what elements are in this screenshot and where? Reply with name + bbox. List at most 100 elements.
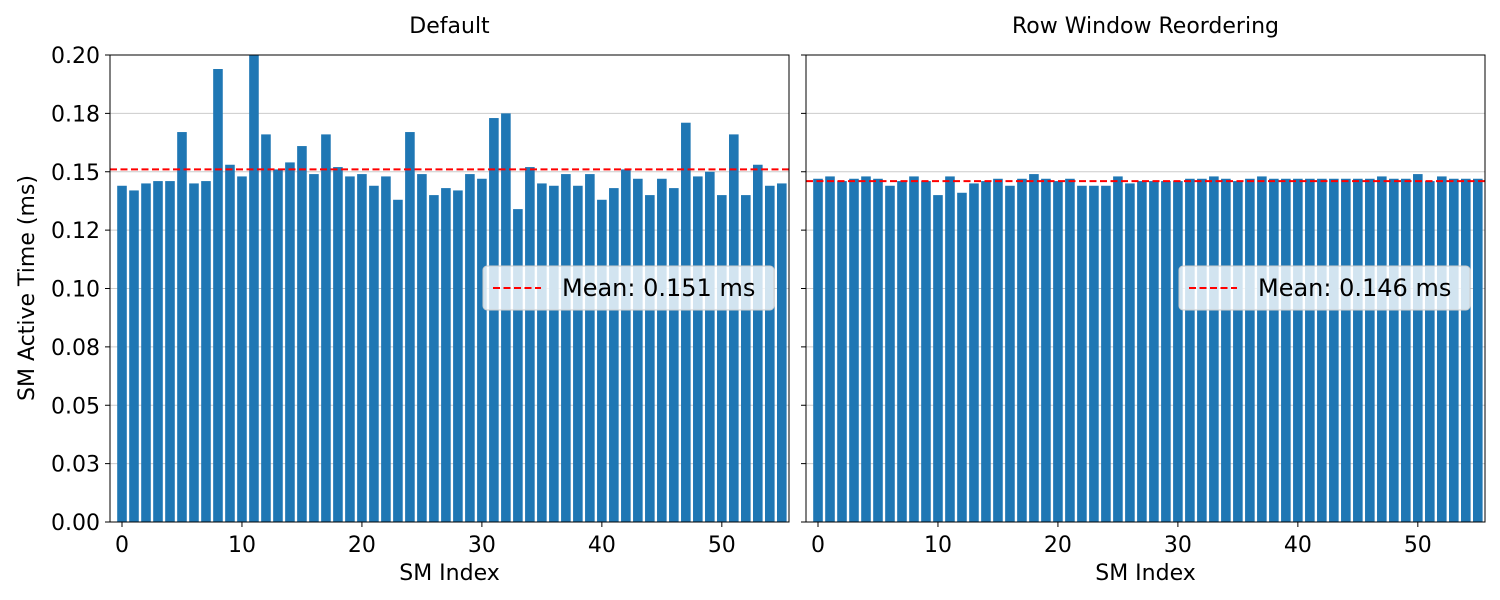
bar: [1185, 178, 1195, 522]
bar: [1149, 181, 1159, 522]
bar: [1377, 176, 1387, 522]
bar: [957, 192, 967, 522]
bar: [1413, 174, 1423, 522]
bar: [945, 176, 955, 522]
bar: [657, 178, 667, 522]
bar: [1113, 176, 1123, 522]
bar: [237, 176, 247, 522]
bar: [969, 183, 979, 522]
y-tick-label: 0.20: [51, 44, 100, 69]
bar: [1437, 176, 1447, 522]
bar: [249, 55, 259, 522]
bar: [117, 185, 127, 522]
bar: [1089, 185, 1099, 522]
x-tick-label: 50: [708, 533, 736, 558]
bar: [345, 176, 355, 522]
bar: [1293, 178, 1303, 522]
y-tick-label: 0.10: [51, 278, 100, 303]
bar: [393, 199, 403, 522]
x-tick-label: 30: [468, 533, 496, 558]
bar: [1461, 178, 1471, 522]
legend-label: Mean: 0.146 ms: [1258, 274, 1451, 302]
x-tick-label: 0: [115, 533, 129, 558]
legend: Mean: 0.151 ms: [482, 265, 775, 311]
bar: [1161, 181, 1171, 522]
bar: [165, 181, 175, 522]
x-axis-label: SM Index: [399, 561, 500, 586]
panel-title: Default: [409, 14, 490, 39]
panel-default: 0.00 0.03 0.05 0.08 0.10 0.12 0.15 0.18 0.20 0 10 2…: [51, 14, 790, 586]
bar: [297, 146, 307, 522]
bar: [909, 176, 919, 522]
bar: [465, 174, 475, 522]
bar: [417, 174, 427, 522]
bar: [609, 188, 619, 522]
x-tick-label: 30: [1164, 533, 1192, 558]
bar: [1197, 178, 1207, 522]
bars: [813, 174, 1483, 522]
bar: [453, 190, 463, 522]
bar: [549, 185, 559, 522]
bar: [309, 174, 319, 522]
bar: [777, 183, 787, 522]
bar: [1017, 178, 1027, 522]
bar: [1041, 178, 1051, 522]
y-tick-label: 0.15: [51, 161, 100, 186]
y-tick-label: 0.12: [51, 219, 100, 244]
bar: [369, 185, 379, 522]
bar: [333, 167, 343, 522]
bar: [621, 169, 631, 522]
bar: [1209, 176, 1219, 522]
bar: [525, 167, 535, 522]
panel-row-window-reordering: 0 10 20 30 40 50 Row Window Reordering SM Index…: [801, 14, 1486, 586]
bars: [117, 55, 787, 522]
bar: [489, 118, 499, 522]
bar: [825, 176, 835, 522]
bar: [321, 134, 331, 522]
bar: [1269, 178, 1279, 522]
bar: [921, 181, 931, 522]
bar: [513, 209, 523, 522]
bar: [849, 178, 859, 522]
bar: [813, 178, 823, 522]
bar: [273, 169, 283, 522]
y-tick-label: 0.08: [51, 336, 100, 361]
bar: [645, 195, 655, 522]
bar: [585, 174, 595, 522]
bar: [861, 176, 871, 522]
bar: [1449, 178, 1459, 522]
bar: [1329, 178, 1339, 522]
bar: [285, 162, 295, 522]
bar: [381, 176, 391, 522]
bar: [225, 164, 235, 522]
bar: [477, 178, 487, 522]
bar: [765, 185, 775, 522]
bar: [405, 132, 415, 522]
legend-label: Mean: 0.151 ms: [562, 274, 755, 302]
bar: [1125, 183, 1135, 522]
bar: [441, 188, 451, 522]
x-tick-label: 10: [924, 533, 952, 558]
bar: [885, 185, 895, 522]
bar: [153, 181, 163, 522]
bar: [741, 195, 751, 522]
x-tick-label: 10: [228, 533, 256, 558]
x-axis-label: SM Index: [1095, 561, 1196, 586]
bar: [1077, 185, 1087, 522]
x-tick-label: 50: [1404, 533, 1432, 558]
bar: [1053, 181, 1063, 522]
bar: [729, 134, 739, 522]
bar: [1341, 178, 1351, 522]
bar: [1005, 185, 1015, 522]
bar: [141, 183, 151, 522]
bar: [1281, 178, 1291, 522]
bar: [201, 181, 211, 522]
bar: [597, 199, 607, 522]
bar: [633, 178, 643, 522]
bar: [1233, 181, 1243, 522]
legend: Mean: 0.146 ms: [1178, 265, 1471, 311]
bar: [669, 188, 679, 522]
bar: [1257, 176, 1267, 522]
bar: [1425, 181, 1435, 522]
